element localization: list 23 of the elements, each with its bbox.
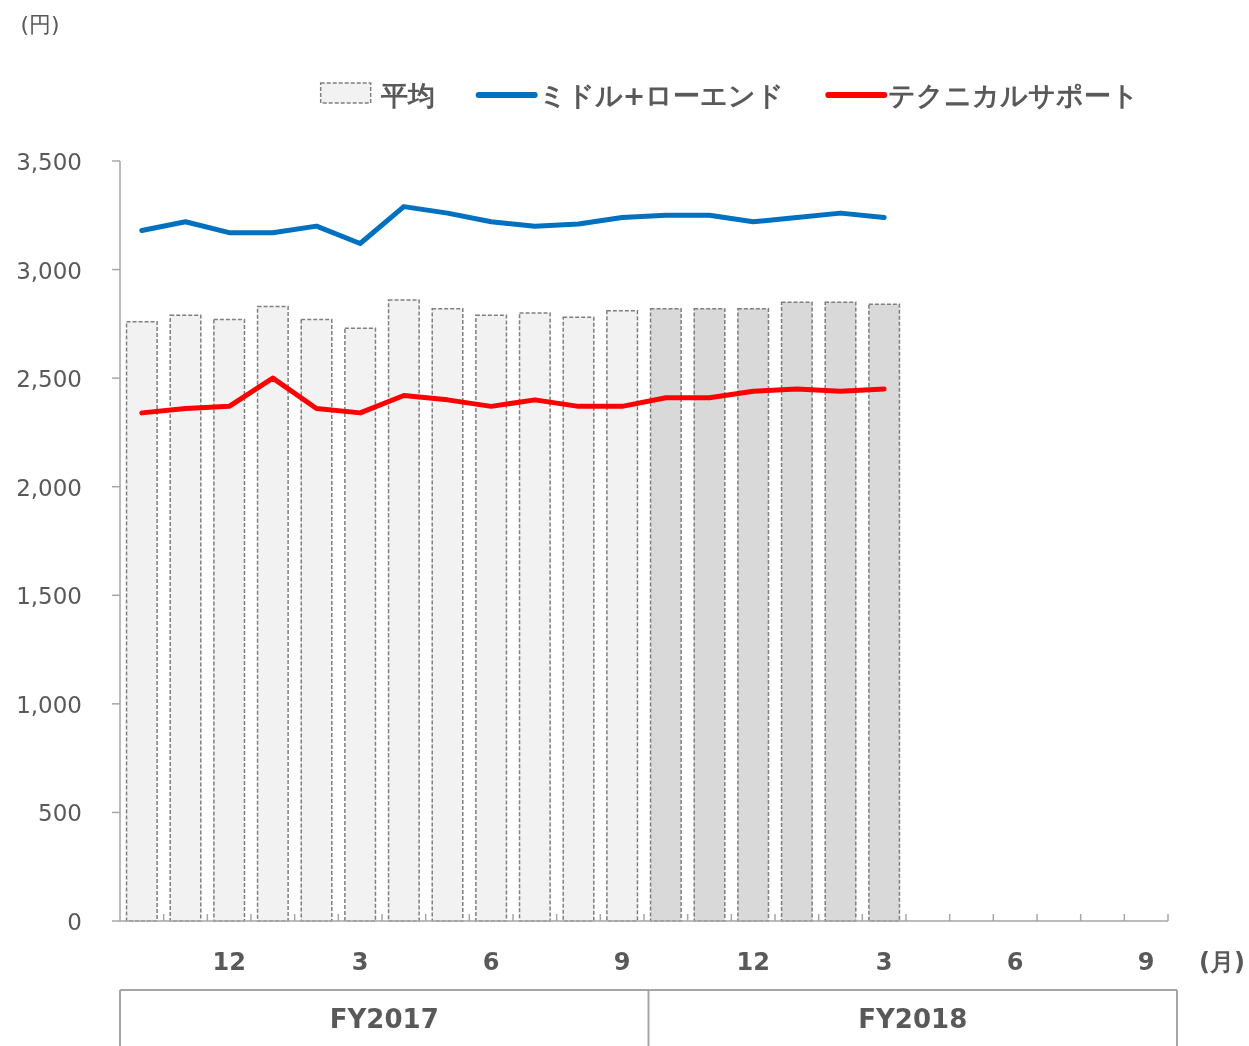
x-tick-label: 3 (875, 948, 893, 976)
y-tick-label: 3,000 (16, 257, 82, 284)
legend-label: ミドル+ローエンド (538, 80, 785, 111)
y-tick-label: 3,500 (16, 149, 82, 175)
x-tick-label: 9 (613, 948, 631, 976)
x-tick-label: 6 (1006, 948, 1024, 976)
x-tick-label: 6 (482, 948, 500, 976)
x-tick-label: 12 (212, 948, 246, 976)
y-tick-label: 1,500 (16, 583, 82, 610)
text: FY2018 (858, 1004, 968, 1034)
x-tick-label: 3 (351, 948, 369, 976)
y-tick-label: 500 (38, 800, 82, 827)
y-tick-label: 0 (67, 909, 82, 935)
text: FY2017 (329, 1004, 439, 1034)
legend-label: テクニカルサポート (888, 80, 1140, 111)
y-tick-label: 2,500 (16, 366, 82, 393)
x-tick-label: 9 (1137, 948, 1155, 976)
legend-label: 平均 (379, 80, 435, 111)
y-tick-label: 1,000 (16, 691, 82, 718)
x-tick-label: 12 (736, 948, 770, 976)
x-axis-title: (月) (1199, 948, 1245, 976)
text: (円) (20, 12, 60, 37)
y-tick-label: 2,000 (16, 474, 82, 501)
